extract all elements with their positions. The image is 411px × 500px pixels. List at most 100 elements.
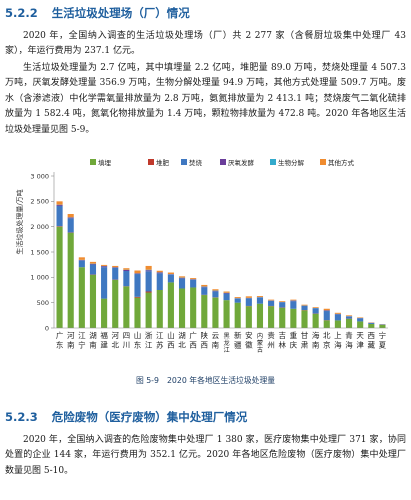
legend-label-6: 其他方式 <box>328 158 355 167</box>
section-title: 生活垃圾处理场（厂）情况 <box>51 6 190 20</box>
bar-segment-6 <box>156 270 163 273</box>
bar-segment-6 <box>256 296 264 298</box>
x-axis: 广东河南江宁湖南福建河北四川山东浙江江苏山西湖北广西陕西云南黑龙江新疆安徽内蒙古… <box>54 327 388 354</box>
y-tick-label: 2 500 <box>30 198 49 206</box>
legend-swatch-6 <box>320 159 326 165</box>
bar-segment-3 <box>156 273 163 290</box>
bar-segment-4 <box>223 293 230 294</box>
bar-segment-4 <box>134 273 141 275</box>
x-tick-label: 江苏 <box>156 331 164 350</box>
bar-segment-6 <box>323 308 330 311</box>
bar-segment-6 <box>345 315 353 317</box>
x-tick-label: 吉林 <box>278 331 286 350</box>
chart-legend: 填埋 堆肥 焚烧 厌氧发酵 生物分解 其他方式 <box>90 158 355 167</box>
bar-segment-6 <box>67 214 74 218</box>
bar-segment-4 <box>67 217 74 219</box>
section-title: 危险废物（医疗废物）集中处理厂情况 <box>51 410 248 424</box>
bar-segment-3 <box>167 274 174 283</box>
bar-segment-6 <box>167 272 174 275</box>
legend-label-1: 填埋 <box>98 158 112 167</box>
bar-segment-4 <box>89 263 97 265</box>
x-tick-label: 山西 <box>167 330 175 350</box>
section-heading-5-2-2: 5.2.2 生活垃圾处理场（厂）情况 <box>5 5 190 21</box>
x-tick-label: 江宁 <box>78 331 86 350</box>
bar-segment-6 <box>178 276 186 278</box>
bar-segment-3 <box>323 311 330 321</box>
bar-segment-6 <box>145 265 152 270</box>
x-tick-label: 海南 <box>312 330 320 350</box>
bar-segment-1 <box>67 232 74 328</box>
legend-swatch-4 <box>220 159 226 165</box>
bar-segment-1 <box>312 313 319 328</box>
bar-segment-1 <box>56 226 63 328</box>
bar-segment-3 <box>357 318 364 322</box>
bar-segment-1 <box>112 279 119 328</box>
x-tick-label: 浙江 <box>145 330 153 350</box>
bar-segment-1 <box>256 303 264 328</box>
bar-segment-1 <box>234 302 241 328</box>
x-tick-label: 宁夏 <box>379 330 387 350</box>
bar-segment-6 <box>78 257 85 260</box>
bar-segment-6 <box>201 284 208 287</box>
y-axis-label: 生活垃圾处理量/万吨 <box>15 189 24 254</box>
bar-segment-6 <box>234 297 241 299</box>
bar-segment-1 <box>268 306 275 328</box>
bar-segment-1 <box>245 306 252 328</box>
bar-segment-4 <box>201 286 208 288</box>
bar-segment-4 <box>156 272 163 274</box>
bar-segment-3 <box>123 271 130 287</box>
bar-segment-4 <box>190 279 197 280</box>
x-tick-label: 四川 <box>123 331 131 350</box>
bar-segment-1 <box>334 320 341 328</box>
x-tick-label: 云南 <box>212 331 220 350</box>
legend-label-2: 堆肥 <box>156 158 170 167</box>
bar-segment-3 <box>145 271 152 292</box>
bar-segment-3 <box>56 205 63 227</box>
bar-segment-6 <box>112 265 119 268</box>
bar-segment-6 <box>89 261 97 264</box>
legend-swatch-1 <box>90 159 96 165</box>
x-tick-label: 湖北 <box>178 331 186 350</box>
bar-segment-4 <box>167 274 174 275</box>
bar-segment-3 <box>245 298 252 306</box>
bar-segment-1 <box>212 297 219 328</box>
bar-segment-6 <box>279 301 286 302</box>
bar-segment-1 <box>223 300 230 328</box>
bar-segment-1 <box>89 274 97 328</box>
bar-segment-6 <box>56 201 63 205</box>
bar-segment-4 <box>145 270 152 272</box>
bar-segment-1 <box>178 288 186 328</box>
bar-segment-3 <box>368 322 375 324</box>
bar-segment-1 <box>167 282 174 328</box>
bar-segment-6 <box>357 317 364 318</box>
bar-segment-3 <box>201 287 208 295</box>
x-tick-label: 贵州 <box>267 330 275 350</box>
bar-segment-6 <box>334 312 341 314</box>
bar-segment-6 <box>268 299 275 301</box>
bar-segment-3 <box>345 316 353 319</box>
legend-label-5: 生物分解 <box>278 158 305 167</box>
bar-segment-3 <box>334 314 341 321</box>
x-tick-label: 重庆 <box>290 331 298 350</box>
bar-segment-4 <box>323 310 330 312</box>
x-tick-label: 黑龙江 <box>223 333 229 354</box>
chart-bars <box>56 201 386 328</box>
bar-segment-3 <box>101 267 108 299</box>
section-number: 5.2.3 <box>5 410 38 424</box>
bar-segment-3 <box>290 301 297 309</box>
bar-segment-1 <box>156 290 163 328</box>
bar-segment-1 <box>290 308 297 328</box>
bar-segment-3 <box>190 279 197 288</box>
figure-caption-text: 2020 年各地区生活垃圾处理量 <box>166 376 276 385</box>
section1-paragraph-1: 2020 年，全国纳入调查的生活垃圾处理场（厂）共 2 277 家（含餐厨垃圾集… <box>5 31 406 57</box>
bar-segment-1 <box>101 298 108 328</box>
bar-segment-4 <box>212 290 219 292</box>
x-tick-label: 山东 <box>134 330 142 350</box>
bar-segment-3 <box>268 300 275 306</box>
bar-segment-6 <box>212 289 219 291</box>
bar-segment-1 <box>379 324 386 328</box>
bar-segment-3 <box>279 302 286 308</box>
legend-label-4: 厌氧发酵 <box>228 158 255 167</box>
y-axis: 0 500 1 000 1 500 2 000 2 500 3 000 <box>30 172 55 332</box>
bar-segment-4 <box>112 267 119 268</box>
